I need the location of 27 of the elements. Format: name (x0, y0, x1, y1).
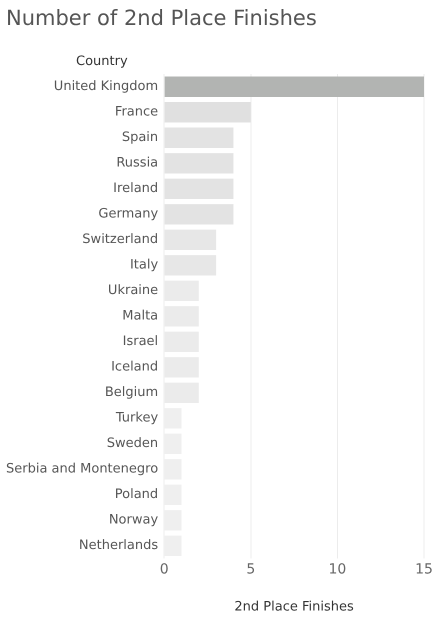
y-tick-label: Iceland (111, 360, 158, 375)
y-tick-label: Germany (98, 206, 158, 222)
y-tick-label: Spain (122, 130, 158, 146)
bar (164, 76, 424, 97)
y-tick-label: Switzerland (82, 232, 158, 248)
x-tick-label: 5 (246, 562, 256, 578)
y-tick-label: Netherlands (78, 538, 158, 554)
y-axis-title: Country (76, 54, 128, 69)
y-tick-label: Ukraine (108, 283, 158, 298)
y-tick-label: Ireland (113, 181, 158, 196)
y-tick-label: Serbia and Montenegro (6, 462, 158, 477)
y-tick-label: Russia (116, 156, 158, 171)
x-tick-label: 15 (415, 562, 433, 578)
y-tick-label: Sweden (106, 436, 158, 452)
x-tick-label: 0 (160, 562, 169, 578)
chart-title: Number of 2nd Place Finishes (6, 6, 317, 30)
y-tick-label: Turkey (114, 410, 158, 426)
x-axis-title: 2nd Place Finishes (234, 600, 354, 615)
y-tick-label: Poland (114, 487, 158, 502)
y-tick-label: Malta (122, 308, 158, 324)
y-tick-label: Italy (130, 258, 158, 273)
y-tick-label: Belgium (104, 385, 158, 400)
y-tick-label: France (114, 104, 158, 120)
y-tick-label: Israel (122, 334, 158, 350)
x-tick-label: 10 (328, 562, 346, 578)
y-tick-label: United Kingdom (54, 79, 158, 94)
y-tick-label: Norway (108, 512, 158, 528)
